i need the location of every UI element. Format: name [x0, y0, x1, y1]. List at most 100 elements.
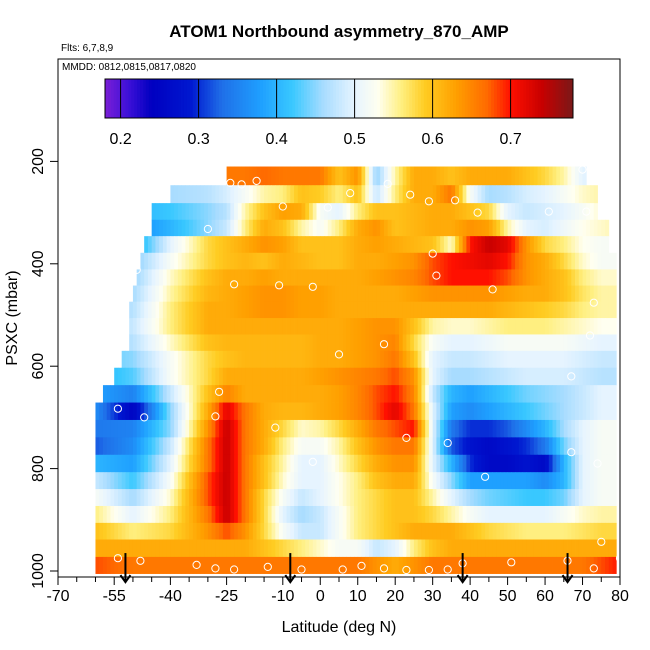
heatmap-cell	[485, 334, 490, 352]
heatmap-cell	[383, 166, 389, 186]
heatmap-cell	[410, 367, 415, 386]
heatmap-cell	[114, 367, 119, 386]
colorbar-segment	[140, 79, 144, 118]
heatmap-cell	[605, 556, 610, 574]
heatmap-cell	[117, 437, 123, 456]
heatmap-cell	[196, 522, 201, 540]
heatmap-cell	[260, 285, 265, 303]
heatmap-cell	[395, 437, 400, 456]
heatmap-cell	[398, 505, 404, 524]
heatmap-cell	[481, 402, 486, 421]
heatmap-cell	[425, 252, 430, 270]
heatmap-cell	[406, 301, 411, 319]
heatmap-cell	[301, 219, 306, 237]
heatmap-cell	[545, 350, 550, 369]
heatmap-cell	[492, 219, 497, 237]
colorbar-tick-label: 0.5	[343, 131, 365, 148]
heatmap-cell	[305, 301, 310, 319]
heatmap-cell	[413, 385, 419, 403]
heatmap-cell	[372, 385, 377, 403]
heatmap-cell	[136, 350, 141, 369]
heatmap-cell	[189, 367, 194, 386]
heatmap-cell	[578, 454, 583, 473]
heatmap-cell	[185, 419, 190, 438]
heatmap-cell	[608, 505, 613, 524]
heatmap-cell	[560, 166, 565, 186]
heatmap-cell	[267, 472, 272, 490]
heatmap-cell	[357, 269, 362, 286]
heatmap-cell	[541, 285, 546, 303]
colorbar-segment	[157, 79, 161, 118]
heatmap-cell	[503, 489, 508, 507]
heatmap-cell	[496, 437, 501, 456]
heatmap-cell	[425, 437, 430, 456]
heatmap-cell	[522, 318, 527, 335]
heatmap-cell	[267, 219, 272, 237]
heatmap-cell	[365, 472, 370, 490]
heatmap-cell	[473, 185, 479, 204]
heatmap-cell	[530, 285, 535, 303]
heatmap-cell	[383, 219, 389, 237]
heatmap-cell	[316, 539, 321, 558]
heatmap-cell	[560, 318, 565, 335]
observation-points	[57, 165, 625, 575]
heatmap-cell	[541, 539, 546, 558]
heatmap-cell	[552, 318, 557, 335]
heatmap-cell	[410, 505, 415, 524]
heatmap-cell	[398, 385, 404, 403]
heatmap-cell	[481, 185, 486, 204]
colorbar-segment	[505, 79, 510, 118]
heatmap-cell	[462, 203, 467, 221]
heatmap-cell	[488, 437, 494, 456]
heatmap-cell	[518, 522, 523, 540]
heatmap-cell	[492, 166, 497, 186]
heatmap-cell	[466, 301, 471, 319]
heatmap-cell	[477, 419, 482, 438]
heatmap-cell	[398, 334, 404, 352]
heatmap-cell	[376, 350, 381, 369]
heatmap-cell	[320, 419, 325, 438]
heatmap-cell	[185, 472, 190, 490]
heatmap-cell	[256, 385, 261, 403]
heatmap-cell	[196, 318, 201, 335]
heatmap-cell	[503, 166, 508, 186]
colorbar-segment	[216, 79, 220, 118]
heatmap-cell	[470, 285, 475, 303]
heatmap-cell	[462, 539, 467, 558]
heatmap-cell	[252, 437, 257, 456]
heatmap-cell	[500, 556, 505, 574]
heatmap-cell	[601, 252, 606, 270]
heatmap-cell	[170, 219, 175, 237]
heatmap-cell	[372, 185, 377, 204]
heatmap-cell	[451, 269, 456, 286]
heatmap-cell	[241, 505, 246, 524]
heatmap-cell	[537, 539, 542, 558]
heatmap-cell	[204, 472, 209, 490]
heatmap-cell	[215, 505, 220, 524]
heatmap-cell	[271, 505, 276, 524]
heatmap-cell	[578, 203, 583, 221]
heatmap-cell	[556, 219, 561, 237]
heatmap-cell	[151, 556, 156, 574]
heatmap-cell	[473, 203, 479, 221]
heatmap-cell	[398, 301, 404, 319]
heatmap-cell	[189, 437, 194, 456]
heatmap-cell	[342, 252, 347, 270]
heatmap-cell	[368, 539, 374, 558]
heatmap-cell	[440, 385, 445, 403]
heatmap-cell	[219, 402, 224, 421]
heatmap-cell	[593, 367, 598, 386]
heatmap-cell	[571, 318, 576, 335]
heatmap-cell	[147, 269, 153, 286]
heatmap-cell	[346, 385, 351, 403]
heatmap-cell	[350, 505, 355, 524]
heatmap-cell	[530, 350, 535, 369]
colorbar-segment	[341, 79, 346, 118]
heatmap-cell	[192, 334, 198, 352]
heatmap-cell	[177, 385, 183, 403]
heatmap-cell	[339, 454, 344, 473]
heatmap-cell	[279, 367, 284, 386]
heatmap-cell	[451, 252, 456, 270]
heatmap-cell	[503, 185, 508, 204]
heatmap-cell	[447, 350, 452, 369]
